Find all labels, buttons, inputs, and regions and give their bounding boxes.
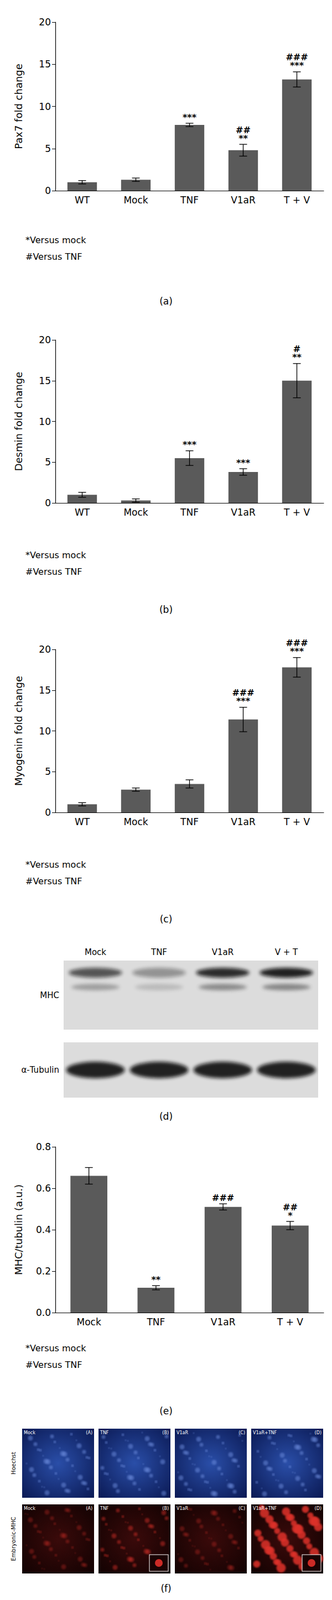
svg-text:Mock: Mock: [23, 1507, 36, 1513]
svg-text:Mock: Mock: [84, 948, 107, 959]
svg-text:Mock: Mock: [23, 1432, 36, 1438]
svg-text:Mock: Mock: [123, 194, 148, 206]
svg-text:15: 15: [38, 58, 51, 70]
svg-text:(C): (C): [238, 1507, 246, 1513]
svg-text:0.2: 0.2: [35, 1267, 51, 1279]
svg-text:MHC/tubulin (a.u.): MHC/tubulin (a.u.): [12, 1185, 25, 1277]
svg-text:V1aR: V1aR: [211, 948, 234, 959]
svg-text:Pax7 fold change: Pax7 fold change: [12, 63, 25, 150]
svg-text:Embryonic-MHC: Embryonic-MHC: [10, 1518, 17, 1564]
svg-text:10: 10: [38, 416, 51, 428]
svg-text:5: 5: [44, 766, 51, 778]
svg-text:10: 10: [38, 726, 51, 738]
html-text:*Versus mock: *Versus mock: [25, 235, 87, 246]
svg-text:Desmin fold change: Desmin fold change: [12, 372, 25, 472]
svg-text:V1aR: V1aR: [210, 1318, 236, 1330]
svg-text:Mock: Mock: [76, 1318, 101, 1330]
svg-text:WT: WT: [74, 507, 91, 519]
svg-text:***: ***: [182, 439, 197, 451]
svg-text:TNF: TNF: [99, 1507, 110, 1513]
html-text:*Versus mock: *Versus mock: [25, 1344, 87, 1356]
html-text:#Versus TNF: #Versus TNF: [25, 1361, 83, 1372]
html-text:(d): (d): [159, 1112, 173, 1124]
html-text:*Versus mock: *Versus mock: [25, 860, 87, 871]
svg-text:***: ***: [182, 112, 197, 123]
svg-text:Mock: Mock: [123, 507, 148, 519]
svg-text:20: 20: [38, 334, 51, 346]
svg-text:15: 15: [38, 685, 51, 697]
svg-text:TNF: TNF: [179, 507, 199, 519]
svg-text:Mock: Mock: [123, 817, 148, 829]
svg-text:WT: WT: [74, 817, 91, 829]
svg-text:0: 0: [44, 498, 51, 510]
svg-text:V1aR: V1aR: [176, 1507, 189, 1513]
svg-text:15: 15: [38, 375, 51, 387]
svg-text:V + T: V + T: [275, 948, 299, 959]
svg-text:TNF: TNF: [99, 1432, 110, 1438]
svg-text:(B): (B): [162, 1507, 169, 1513]
svg-text:(D): (D): [314, 1432, 322, 1438]
svg-text:MHC: MHC: [39, 991, 60, 1002]
svg-text:5: 5: [44, 457, 51, 469]
svg-text:20: 20: [38, 16, 51, 28]
html-text:(c): (c): [159, 914, 173, 926]
svg-text:(A): (A): [85, 1507, 93, 1513]
svg-text:α-Tubulin: α-Tubulin: [21, 1066, 60, 1077]
svg-text:WT: WT: [74, 194, 91, 206]
svg-text:***: ***: [236, 696, 251, 708]
html-text:#Versus TNF: #Versus TNF: [25, 877, 83, 888]
svg-text:T + V: T + V: [283, 507, 310, 519]
svg-text:0.0: 0.0: [35, 1308, 51, 1320]
svg-text:T + V: T + V: [283, 194, 310, 206]
svg-text:0: 0: [44, 807, 51, 819]
svg-text:0.6: 0.6: [35, 1184, 51, 1196]
svg-text:V1aR: V1aR: [230, 817, 256, 829]
svg-text:**: **: [151, 1275, 162, 1287]
html-text:(e): (e): [159, 1407, 173, 1419]
svg-text:Myogenin fold change: Myogenin fold change: [12, 676, 25, 787]
svg-text:(C): (C): [238, 1432, 246, 1438]
svg-text:Hoechst: Hoechst: [10, 1453, 17, 1477]
svg-text:TNF: TNF: [179, 194, 199, 206]
svg-text:T + V: T + V: [283, 817, 310, 829]
svg-text:**: **: [238, 133, 248, 144]
html-text:(a): (a): [159, 296, 173, 308]
html-text:(f): (f): [160, 1584, 172, 1596]
svg-text:***: ***: [289, 646, 305, 658]
html-text:#Versus TNF: #Versus TNF: [25, 251, 83, 263]
svg-text:(A): (A): [85, 1432, 93, 1438]
svg-text:0.8: 0.8: [35, 1142, 51, 1154]
svg-text:10: 10: [38, 101, 51, 113]
svg-text:T + V: T + V: [276, 1318, 304, 1330]
svg-text:V1aR+TNF: V1aR+TNF: [252, 1507, 278, 1513]
svg-text:***: ***: [289, 60, 305, 71]
svg-text:0: 0: [44, 185, 51, 197]
svg-text:TNF: TNF: [150, 948, 168, 959]
svg-text:*: *: [287, 1211, 293, 1223]
svg-text:V1aR+TNF: V1aR+TNF: [252, 1432, 278, 1438]
svg-text:(B): (B): [162, 1432, 169, 1438]
html-text:(b): (b): [159, 604, 173, 616]
svg-text:5: 5: [44, 143, 51, 155]
svg-text:V1aR: V1aR: [230, 194, 256, 206]
svg-text:20: 20: [38, 644, 51, 656]
html-text:*Versus mock: *Versus mock: [25, 550, 87, 562]
svg-text:TNF: TNF: [179, 817, 199, 829]
svg-text:V1aR: V1aR: [176, 1432, 189, 1438]
svg-text:TNF: TNF: [146, 1318, 165, 1330]
html-text:#Versus TNF: #Versus TNF: [25, 567, 83, 578]
svg-text:###: ###: [211, 1194, 235, 1205]
svg-text:***: ***: [236, 458, 251, 469]
svg-text:0.4: 0.4: [35, 1225, 51, 1237]
svg-text:**: **: [292, 352, 302, 363]
svg-text:(D): (D): [314, 1507, 322, 1513]
svg-text:V1aR: V1aR: [230, 507, 256, 519]
